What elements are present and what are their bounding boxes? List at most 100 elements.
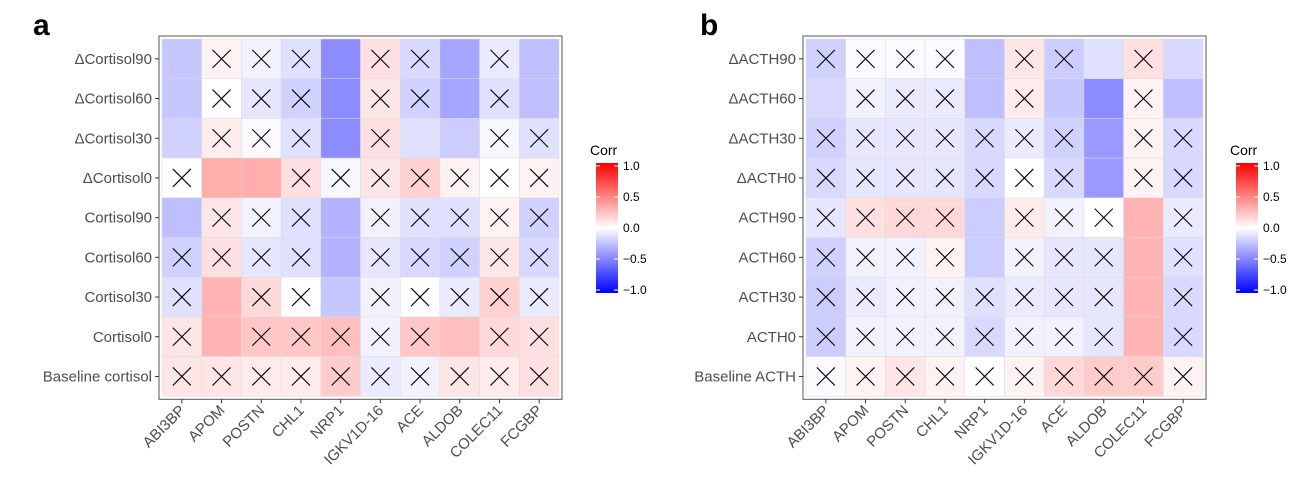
cross-mark	[212, 49, 231, 69]
cross-mark	[172, 247, 192, 267]
cross-mark	[816, 287, 836, 307]
cross-mark	[490, 208, 509, 228]
cross-mark	[450, 208, 470, 228]
cross-mark	[1014, 327, 1034, 347]
cross-mark	[490, 168, 509, 188]
cross-mark	[370, 49, 390, 69]
legend-tick-label: 1.0	[623, 159, 640, 173]
cross-mark	[935, 287, 955, 307]
cross-mark	[450, 367, 470, 386]
cross-mark	[856, 287, 875, 307]
cross-mark	[856, 247, 875, 267]
heatmap-cell	[320, 118, 361, 159]
heatmap-cell	[201, 197, 242, 238]
cross-mark	[172, 287, 192, 307]
cross-mark	[895, 128, 915, 148]
cross-mark	[1054, 49, 1074, 69]
heatmap-cell	[1163, 78, 1204, 119]
cross-mark	[212, 247, 231, 267]
cross-mark	[975, 168, 995, 188]
cross-mark	[856, 128, 875, 148]
cross-mark	[1173, 208, 1193, 228]
color-legend: Corr 1.0 0.5 0.0 −0.5 −1.0	[590, 142, 647, 297]
heatmap-cell	[1163, 38, 1204, 79]
cross-mark	[1094, 287, 1114, 307]
cross-mark	[331, 168, 351, 188]
cross-mark	[291, 327, 311, 347]
cross-mark	[410, 247, 430, 267]
cross-mark	[410, 327, 430, 347]
cross-mark	[251, 247, 271, 267]
cross-mark	[251, 287, 271, 307]
cross-mark	[1173, 367, 1193, 386]
cross-mark	[410, 168, 430, 188]
cross-mark	[816, 247, 836, 267]
y-tick-label: ΔACTH60	[728, 91, 796, 108]
cross-mark	[490, 287, 509, 307]
heatmap-cell	[964, 38, 1005, 79]
y-tick-label: ΔACTH90	[728, 51, 796, 68]
cross-mark	[172, 327, 192, 347]
heatmap-cell	[1123, 316, 1164, 357]
heatmap-cell	[964, 78, 1005, 119]
cross-mark	[975, 287, 995, 307]
heatmap-cell	[161, 118, 202, 159]
cross-mark	[370, 247, 390, 267]
cross-mark	[1094, 327, 1114, 347]
cross-mark	[1134, 49, 1153, 69]
cross-mark	[331, 367, 351, 386]
cross-mark	[1173, 247, 1193, 267]
heatmap-cell	[320, 38, 361, 79]
legend-colorbar	[1236, 163, 1258, 293]
cross-mark	[490, 327, 509, 347]
cross-mark	[490, 49, 509, 69]
cross-mark	[856, 168, 875, 188]
heatmap-cell	[519, 38, 560, 79]
cross-mark	[251, 128, 271, 148]
cross-mark	[450, 247, 470, 267]
cross-mark	[529, 327, 549, 347]
x-tick-label: CHL1	[269, 402, 308, 441]
cross-mark	[1054, 128, 1074, 148]
cross-mark	[935, 367, 955, 386]
legend-tick-label: −1.0	[1263, 283, 1287, 297]
heatmap-cell	[1083, 157, 1124, 199]
cross-mark	[410, 89, 430, 108]
cross-mark	[529, 128, 549, 148]
cross-mark	[1094, 367, 1114, 386]
x-tick-label: ACE	[1037, 402, 1071, 436]
heatmap-cell	[1123, 237, 1164, 278]
heatmap-cell	[1043, 78, 1085, 119]
legend-tick-label: 0.0	[623, 221, 640, 235]
cross-mark	[370, 89, 390, 108]
cross-mark	[1054, 367, 1074, 386]
legend-tick-label: 0.0	[1263, 221, 1280, 235]
heatmap-cell	[439, 197, 480, 238]
y-tick-label: ΔACTH30	[728, 130, 796, 147]
heatmap-cell	[320, 78, 361, 119]
cross-mark	[251, 208, 271, 228]
legend-tick-label: 0.5	[1263, 190, 1280, 204]
panel-letter: b	[700, 9, 718, 42]
heatmap-cell	[439, 78, 480, 119]
heatmap-cell	[1083, 118, 1124, 159]
heatmap-cell	[161, 38, 202, 79]
cross-mark	[410, 49, 430, 69]
cross-mark	[856, 327, 875, 347]
cross-mark	[490, 247, 509, 267]
cross-mark	[529, 367, 549, 386]
y-tick-label: Cortisol60	[84, 249, 152, 266]
cross-mark	[1054, 208, 1074, 228]
cross-mark	[935, 247, 955, 267]
cross-mark	[1134, 89, 1153, 108]
cross-mark	[1014, 247, 1034, 267]
cross-mark	[410, 208, 430, 228]
cross-mark	[212, 89, 231, 108]
cross-mark	[450, 168, 470, 188]
cross-mark	[816, 49, 836, 69]
cross-mark	[856, 367, 875, 386]
cross-mark	[1134, 367, 1153, 386]
y-tick-label: ACTH0	[747, 329, 796, 346]
cross-mark	[975, 327, 995, 347]
